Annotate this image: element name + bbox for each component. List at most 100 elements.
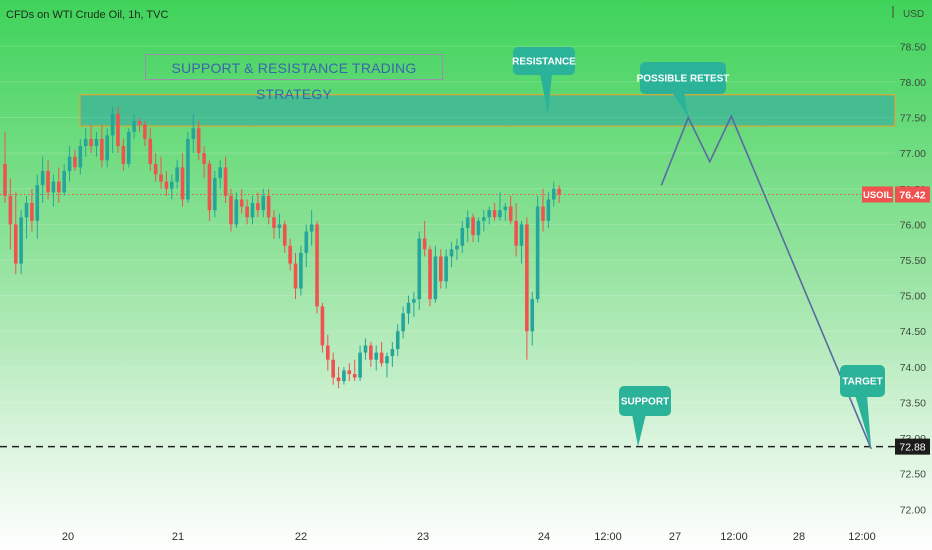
- candle-body: [137, 121, 142, 125]
- y-tick-label: 77.00: [900, 148, 926, 160]
- callout-label: POSSIBLE RETEST: [637, 74, 730, 85]
- candle-body: [272, 217, 276, 228]
- candle-body: [352, 373, 357, 378]
- candle-body: [514, 220, 518, 246]
- candle-body: [73, 156, 77, 168]
- candle-body: [315, 224, 319, 307]
- candle-body: [143, 124, 147, 139]
- candle-body: [83, 138, 88, 147]
- candle-body: [508, 206, 513, 221]
- y-tick-label: 76.00: [900, 219, 926, 231]
- candle-body: [24, 203, 29, 218]
- candle-body: [218, 167, 222, 179]
- callout-label: RESISTANCE: [512, 57, 576, 68]
- x-tick-label: 12:00: [594, 531, 622, 543]
- candle-body: [148, 138, 153, 164]
- candle-body: [282, 224, 287, 246]
- candle-body: [223, 167, 228, 196]
- candle-body: [132, 121, 136, 132]
- candle-body: [191, 128, 196, 139]
- candle-body: [175, 167, 179, 182]
- candle-body: [288, 245, 292, 264]
- callout-resistance: RESISTANCE: [512, 47, 576, 114]
- chart-title: CFDs on WTI Crude Oil, 1h, TVC: [6, 9, 169, 21]
- callout-possible-retest: POSSIBLE RETEST: [637, 62, 730, 118]
- y-tick-label: 74.00: [900, 362, 926, 374]
- x-tick-label: 22: [295, 531, 307, 543]
- grid-layer: [0, 45, 895, 510]
- candle-body: [207, 163, 212, 211]
- candle-body: [250, 203, 255, 218]
- x-tick-label: 12:00: [720, 531, 748, 543]
- candle-body: [46, 170, 50, 193]
- callout-box: [513, 47, 575, 75]
- candle-body: [363, 345, 368, 353]
- callout-pointer: [632, 414, 646, 447]
- candle-body: [62, 170, 66, 193]
- candle-body: [245, 206, 249, 218]
- price-axis[interactable]: USD78.5078.0077.5077.0076.5076.0075.5075…: [892, 6, 926, 516]
- support-price-label: 72.88: [899, 442, 925, 454]
- symbol-tag: [862, 186, 893, 203]
- callout-pointer: [540, 74, 552, 114]
- candle-body: [164, 181, 169, 189]
- currency-label: USD: [903, 9, 924, 20]
- candle-body: [455, 245, 459, 250]
- y-tick-label: 75.50: [900, 255, 926, 267]
- candle-body: [180, 167, 185, 200]
- candle-body: [395, 331, 400, 350]
- candle-body: [557, 188, 561, 195]
- candle-body: [320, 306, 325, 346]
- x-tick-label: 21: [172, 531, 184, 543]
- candle-body: [374, 352, 379, 360]
- candle-body: [78, 146, 83, 168]
- candle-body: [277, 224, 282, 228]
- candle-body: [35, 185, 40, 221]
- resistance-zone: [79, 94, 896, 127]
- candle-body: [229, 195, 233, 225]
- candle-body: [261, 195, 266, 211]
- candle-body: [336, 377, 341, 382]
- candle-body: [438, 256, 443, 282]
- candle-body: [186, 138, 190, 200]
- candle-body: [3, 163, 7, 196]
- y-tick-label: 78.50: [900, 41, 926, 53]
- candle-body: [406, 302, 411, 314]
- callout-pointer: [855, 395, 872, 449]
- time-axis[interactable]: 20 21 22 23 24 12:00 27 12:00 28 12:00: [62, 531, 876, 543]
- callout-target: TARGET: [840, 365, 885, 449]
- callout-label: TARGET: [842, 377, 882, 388]
- candle-body: [487, 210, 491, 218]
- x-tick-label: 24: [538, 531, 550, 543]
- candle-body: [519, 224, 524, 246]
- callout-box: [619, 386, 671, 416]
- y-tick-label: 75.00: [900, 291, 926, 303]
- x-tick-label: 23: [417, 531, 429, 543]
- candle-body: [546, 199, 551, 221]
- callout-support: SUPPORT: [619, 386, 671, 447]
- callout-box: [640, 62, 726, 94]
- candle-body: [444, 256, 448, 282]
- symbol-label: USOIL: [863, 190, 892, 201]
- candle-body: [299, 252, 303, 289]
- candle-body: [57, 181, 61, 193]
- candle-body: [428, 249, 432, 300]
- candle-body: [449, 249, 454, 257]
- candle-body: [266, 195, 271, 218]
- price-tags: USOIL 76.42 72.88: [862, 186, 930, 455]
- candle-body: [460, 227, 465, 246]
- candle-body: [347, 370, 352, 374]
- candle-body: [89, 138, 93, 147]
- candle-body: [535, 206, 540, 300]
- candle-body: [471, 217, 475, 236]
- candle-body: [541, 206, 545, 221]
- candle-body: [256, 203, 260, 211]
- candle-body: [492, 210, 497, 218]
- callout-label: SUPPORT: [621, 397, 669, 408]
- candle-body: [390, 349, 395, 357]
- candle-body: [309, 224, 314, 232]
- y-tick-label: 73.50: [900, 397, 926, 409]
- y-tick-label: 77.50: [900, 113, 926, 125]
